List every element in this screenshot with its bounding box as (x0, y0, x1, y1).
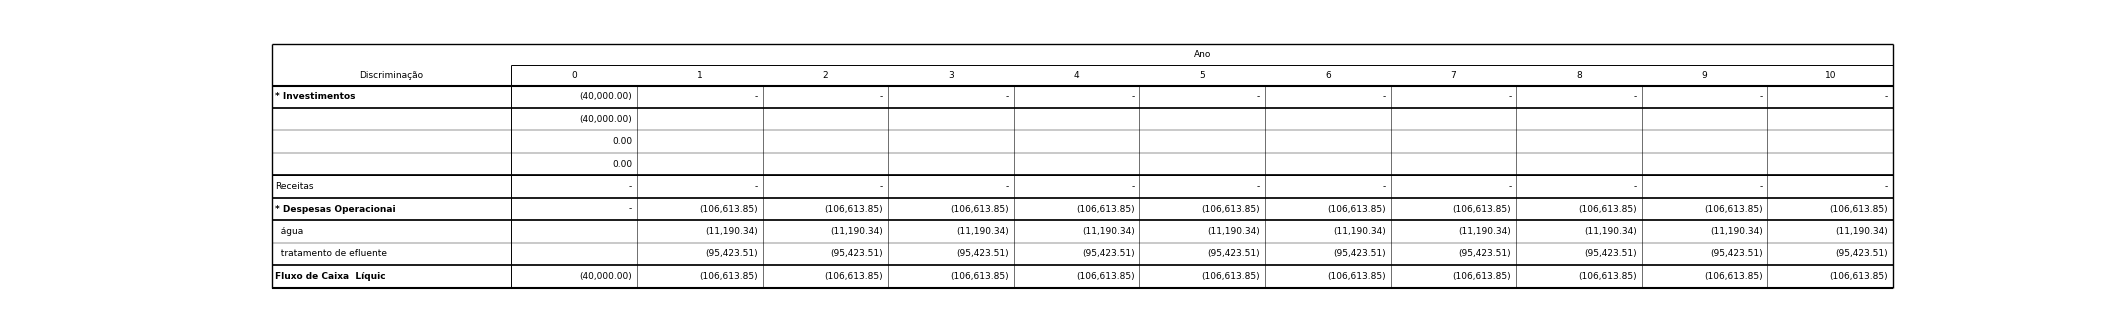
Text: 8: 8 (1576, 71, 1582, 80)
Text: (106,613.85): (106,613.85) (700, 204, 759, 214)
Text: -: - (1258, 92, 1260, 101)
Text: (106,613.85): (106,613.85) (700, 272, 759, 281)
Text: 4: 4 (1075, 71, 1079, 80)
Text: 0.00: 0.00 (611, 137, 632, 146)
Text: -: - (754, 182, 759, 191)
Text: (11,190.34): (11,190.34) (1081, 227, 1134, 236)
Text: (11,190.34): (11,190.34) (1584, 227, 1637, 236)
Text: água: água (274, 227, 303, 236)
Text: (11,190.34): (11,190.34) (1334, 227, 1386, 236)
Text: 9: 9 (1702, 71, 1707, 80)
Text: -: - (881, 92, 883, 101)
Text: -: - (1382, 92, 1386, 101)
Text: Receitas: Receitas (274, 182, 314, 191)
Text: 0: 0 (571, 71, 577, 80)
Text: -: - (1005, 182, 1009, 191)
Text: (106,613.85): (106,613.85) (1327, 272, 1386, 281)
Text: -: - (1131, 92, 1134, 101)
Text: (40,000.00): (40,000.00) (579, 272, 632, 281)
Text: -: - (1633, 92, 1637, 101)
Text: -: - (1509, 182, 1511, 191)
Text: -: - (1509, 92, 1511, 101)
Text: -: - (628, 182, 632, 191)
Text: (95,423.51): (95,423.51) (1081, 249, 1134, 259)
Text: (95,423.51): (95,423.51) (1207, 249, 1260, 259)
Text: -: - (1131, 182, 1134, 191)
Text: (95,423.51): (95,423.51) (706, 249, 759, 259)
Text: * Investimentos: * Investimentos (274, 92, 356, 101)
Text: (106,613.85): (106,613.85) (1705, 204, 1764, 214)
Text: -: - (1759, 92, 1764, 101)
Text: Ano: Ano (1193, 50, 1212, 59)
Text: (106,613.85): (106,613.85) (1829, 204, 1888, 214)
Text: (11,190.34): (11,190.34) (1835, 227, 1888, 236)
Text: 7: 7 (1450, 71, 1456, 80)
Text: (106,613.85): (106,613.85) (1705, 272, 1764, 281)
Text: (106,613.85): (106,613.85) (1452, 272, 1511, 281)
Text: -: - (1633, 182, 1637, 191)
Text: (11,190.34): (11,190.34) (1709, 227, 1764, 236)
Text: (11,190.34): (11,190.34) (1458, 227, 1511, 236)
Text: -: - (881, 182, 883, 191)
Text: tratamento de efluente: tratamento de efluente (274, 249, 388, 259)
Text: -: - (1759, 182, 1764, 191)
Text: Discriminação: Discriminação (360, 71, 424, 80)
Text: -: - (754, 92, 759, 101)
Text: (11,190.34): (11,190.34) (830, 227, 883, 236)
Text: -: - (1886, 92, 1888, 101)
Text: (106,613.85): (106,613.85) (1077, 204, 1134, 214)
Text: (106,613.85): (106,613.85) (1201, 272, 1260, 281)
Text: (11,190.34): (11,190.34) (957, 227, 1009, 236)
Text: (95,423.51): (95,423.51) (830, 249, 883, 259)
Text: (11,190.34): (11,190.34) (706, 227, 759, 236)
Text: * Despesas Operacionai: * Despesas Operacionai (274, 204, 396, 214)
Text: (106,613.85): (106,613.85) (1829, 272, 1888, 281)
Text: 10: 10 (1825, 71, 1835, 80)
Text: (95,423.51): (95,423.51) (957, 249, 1009, 259)
Text: (106,613.85): (106,613.85) (950, 272, 1009, 281)
Text: (106,613.85): (106,613.85) (1201, 204, 1260, 214)
Text: 6: 6 (1325, 71, 1332, 80)
Text: (106,613.85): (106,613.85) (1578, 204, 1637, 214)
Text: (106,613.85): (106,613.85) (1327, 204, 1386, 214)
Text: (95,423.51): (95,423.51) (1334, 249, 1386, 259)
Text: (95,423.51): (95,423.51) (1711, 249, 1764, 259)
Text: (106,613.85): (106,613.85) (1578, 272, 1637, 281)
Text: 1: 1 (697, 71, 702, 80)
Text: (95,423.51): (95,423.51) (1584, 249, 1637, 259)
Text: -: - (1382, 182, 1386, 191)
Text: (11,190.34): (11,190.34) (1207, 227, 1260, 236)
Text: 0.00: 0.00 (611, 160, 632, 169)
Text: -: - (1005, 92, 1009, 101)
Text: (40,000.00): (40,000.00) (579, 92, 632, 101)
Text: 2: 2 (822, 71, 828, 80)
Text: (106,613.85): (106,613.85) (1077, 272, 1134, 281)
Text: (40,000.00): (40,000.00) (579, 115, 632, 124)
Text: -: - (1258, 182, 1260, 191)
Text: (106,613.85): (106,613.85) (824, 204, 883, 214)
Text: 3: 3 (948, 71, 954, 80)
Text: 5: 5 (1199, 71, 1205, 80)
Text: Fluxo de Caixa  Líquic: Fluxo de Caixa Líquic (274, 272, 386, 281)
Text: (106,613.85): (106,613.85) (1452, 204, 1511, 214)
Text: -: - (628, 204, 632, 214)
Text: (106,613.85): (106,613.85) (824, 272, 883, 281)
Text: (95,423.51): (95,423.51) (1458, 249, 1511, 259)
Text: (106,613.85): (106,613.85) (950, 204, 1009, 214)
Text: (95,423.51): (95,423.51) (1835, 249, 1888, 259)
Text: -: - (1886, 182, 1888, 191)
